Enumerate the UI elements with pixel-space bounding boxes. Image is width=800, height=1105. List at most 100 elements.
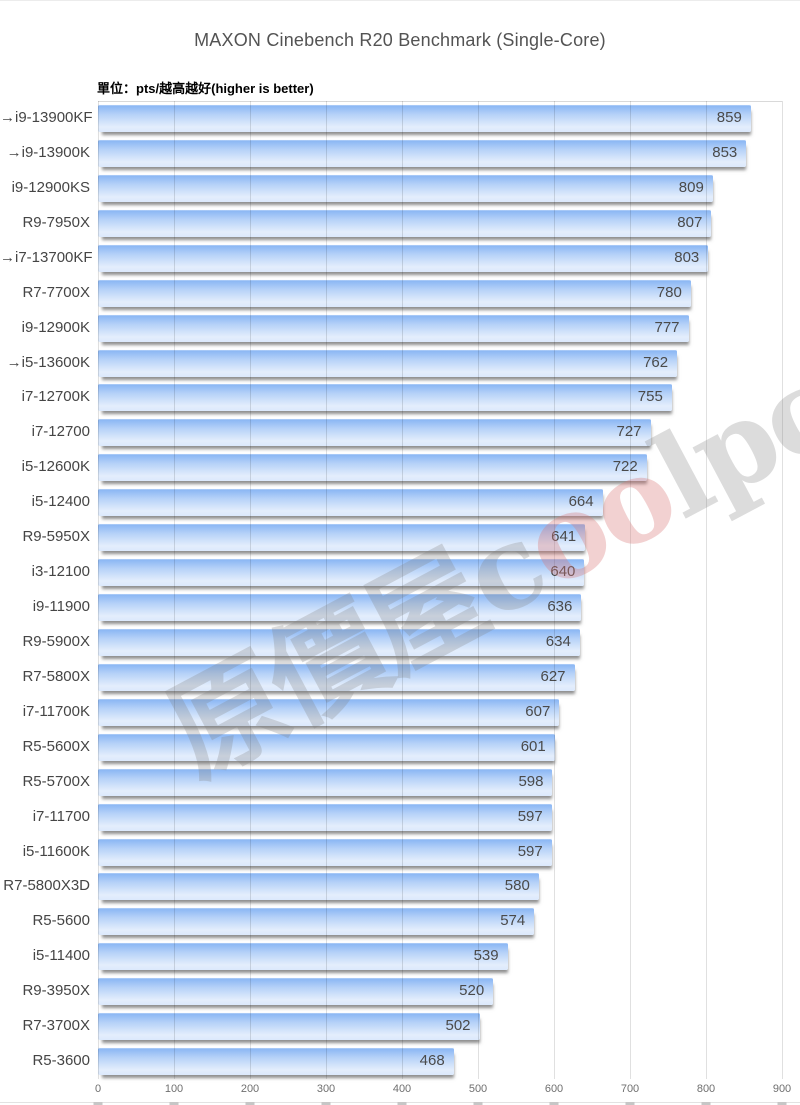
bar-row: i9-11900 636 (0, 590, 800, 625)
bar: 640 (98, 558, 585, 587)
value-label: 597 (517, 807, 543, 825)
value-label: 601 (520, 737, 546, 755)
bar-row: i5-12400 664 (0, 485, 800, 520)
x-tick-label: 600 (544, 1083, 564, 1095)
bar: 755 (98, 383, 672, 412)
category-label: i5-11600K (22, 842, 90, 860)
value-label: 468 (419, 1052, 445, 1070)
bar-row: →i9-13900KF 859 (0, 101, 800, 136)
bar: 762 (98, 348, 678, 377)
bar-row: R9-7950X 807 (0, 206, 800, 241)
category-label: i9-11900 (32, 598, 90, 615)
category-label: R7-7700X (22, 283, 90, 301)
bar-row: i5-11600K 597 (0, 835, 800, 870)
bar-row: R5-5600 574 (0, 904, 800, 939)
value-label: 580 (504, 877, 530, 895)
category-label: →i9-13900K (6, 143, 90, 161)
category-label: R7-5800X3D (3, 877, 90, 895)
bar-row: →i7-13700KF 803 (0, 241, 800, 276)
value-label: 859 (716, 109, 742, 126)
bar-row: i9-12900KS 809 (0, 171, 800, 206)
category-label: i5-11400 (32, 947, 90, 965)
value-label: 607 (525, 702, 551, 720)
category-label: R9-5950X (22, 528, 90, 546)
bar: 641 (98, 523, 586, 552)
value-label: 597 (517, 842, 543, 860)
bar-row: i7-11700K 607 (0, 695, 800, 730)
bar: 807 (98, 208, 712, 237)
value-label: 722 (612, 458, 638, 476)
value-label: 727 (616, 423, 642, 441)
bar: 777 (98, 313, 689, 342)
bar-row: R5-3600 468 (0, 1044, 800, 1079)
value-label: 780 (656, 283, 682, 301)
category-label: i5-12600K (21, 458, 90, 476)
bar: 809 (98, 173, 713, 202)
value-label: 777 (654, 318, 680, 336)
gridline (630, 101, 631, 1079)
category-label: i7-12700 (31, 423, 90, 441)
bar: 780 (98, 278, 691, 307)
category-label: i7-11700K (22, 702, 90, 720)
bar: 502 (98, 1012, 480, 1041)
value-label: 520 (459, 982, 485, 1000)
category-label: i9-12900K (21, 318, 90, 336)
category-label: i7-12700K (21, 388, 90, 406)
bar-row: R9-5950X 641 (0, 520, 800, 555)
value-label: 803 (674, 248, 700, 266)
bar: 607 (98, 697, 560, 726)
bar: 468 (98, 1047, 454, 1076)
plot-top-border (98, 101, 782, 102)
bar-row: i9-12900K 777 (0, 311, 800, 346)
x-tick-label: 100 (164, 1083, 184, 1095)
value-label: 640 (550, 563, 576, 581)
value-label: 634 (545, 632, 571, 650)
category-label: →i5-13600K (6, 353, 90, 371)
gridline (250, 101, 251, 1079)
bar: 597 (98, 802, 552, 831)
value-label: 755 (637, 388, 663, 406)
bar-row: R9-3950X 520 (0, 974, 800, 1009)
value-label: 636 (547, 598, 573, 615)
bar: 859 (98, 104, 751, 132)
category-label: R5-3600 (32, 1052, 90, 1070)
category-label: R9-3950X (22, 982, 90, 1000)
x-tick-label: 900 (772, 1083, 792, 1095)
bar: 634 (98, 627, 580, 656)
value-label: 762 (643, 353, 669, 371)
category-label: i3-12100 (31, 563, 90, 581)
bar: 664 (98, 488, 603, 517)
value-label: 641 (551, 528, 577, 546)
chart-subtitle-units: 單位：pts/越高越好(higher is better) (97, 81, 314, 96)
bar: 636 (98, 593, 582, 621)
bar: 598 (98, 767, 553, 796)
gridline (782, 101, 783, 1079)
category-label: R9-7950X (22, 213, 90, 231)
gridline (174, 101, 175, 1079)
bar-row: R7-5800X3D 580 (0, 869, 800, 904)
value-label: 809 (678, 178, 704, 196)
x-tick-label: 0 (94, 1083, 102, 1095)
chart-title: MAXON Cinebench R20 Benchmark (Single-Co… (194, 30, 606, 50)
x-tick-label: 800 (696, 1083, 716, 1095)
value-label: 664 (568, 493, 594, 511)
category-label: i5-12400 (31, 493, 90, 511)
bar: 574 (98, 907, 535, 936)
x-tick-label: 300 (316, 1083, 336, 1095)
bar-row: i7-12700K 755 (0, 380, 800, 415)
gridline (402, 101, 403, 1079)
bar: 727 (98, 418, 651, 447)
value-label: 539 (473, 947, 499, 965)
bar-row: R7-5800X 627 (0, 660, 800, 695)
bar: 520 (98, 977, 494, 1006)
bar: 853 (98, 138, 747, 167)
x-tick-label: 700 (620, 1083, 640, 1095)
gridline (326, 101, 327, 1079)
bar-row: i3-12100 640 (0, 555, 800, 590)
bar-row: i7-11700 597 (0, 800, 800, 835)
x-tick-label: 200 (240, 1083, 260, 1095)
bar: 627 (98, 662, 575, 691)
category-label: R5-5700X (22, 772, 90, 790)
category-label: i9-12900KS (11, 178, 90, 196)
